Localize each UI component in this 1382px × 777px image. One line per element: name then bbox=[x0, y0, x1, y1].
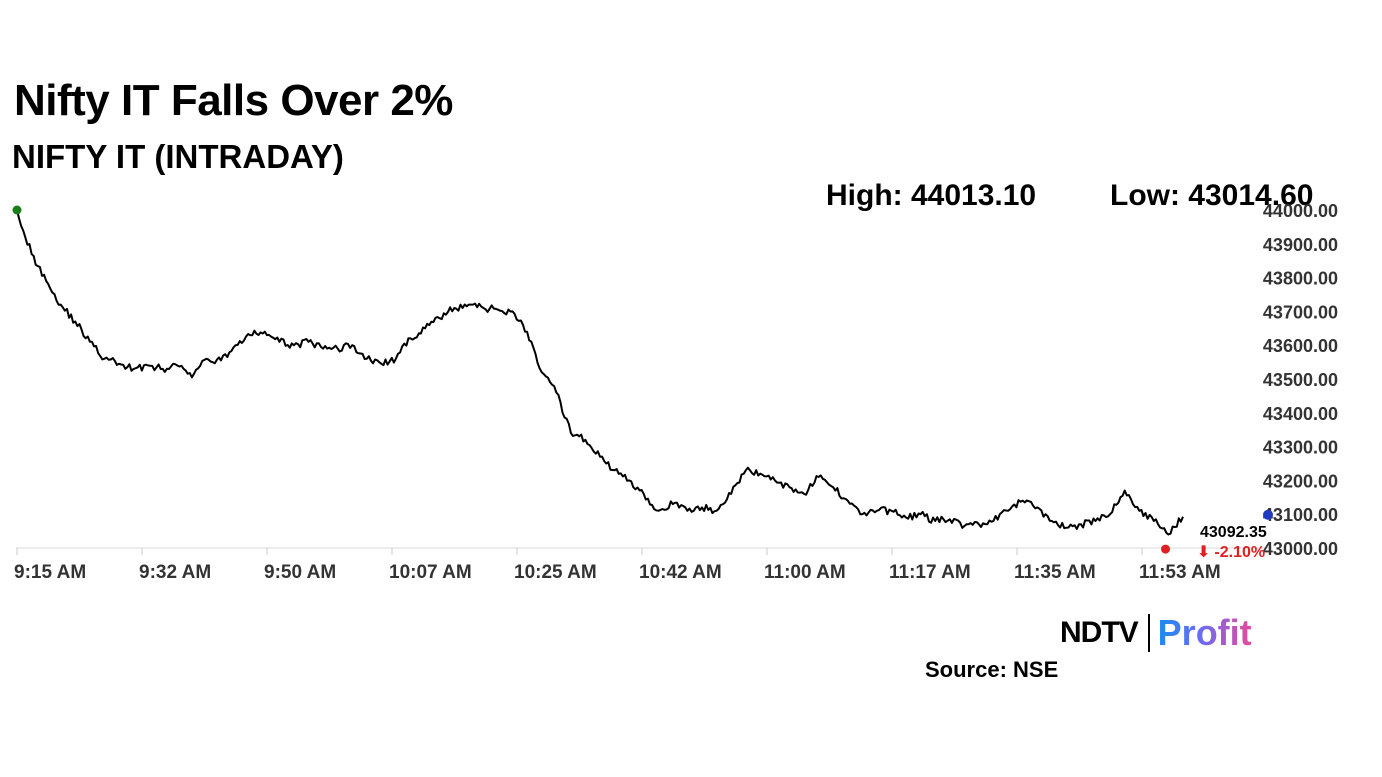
down-arrow-icon: ⬇ bbox=[1197, 544, 1210, 561]
y-tick-label: 43900.00 bbox=[1263, 235, 1338, 255]
y-tick-label: 43200.00 bbox=[1263, 471, 1338, 491]
y-axis: 44000.00 43900.00 43800.00 43700.00 43600.00… bbox=[1263, 201, 1338, 559]
price-line bbox=[16, 209, 1184, 536]
chart-subtitle: NIFTY IT (INTRADAY) bbox=[12, 138, 344, 175]
y-tick-label: 43600.00 bbox=[1263, 336, 1338, 356]
y-tick-label: 43400.00 bbox=[1263, 404, 1338, 424]
brand-profit: Profit bbox=[1157, 612, 1252, 653]
change-label: ⬇ -2.10% bbox=[1197, 544, 1265, 561]
high-value: High: 44013.10 bbox=[826, 179, 1037, 212]
y-tick-label: 43700.00 bbox=[1263, 302, 1338, 322]
low-value: Low: 43014.60 bbox=[1110, 179, 1314, 212]
x-tick-label: 9:15 AM bbox=[14, 562, 86, 583]
y-tick-label: 43100.00 bbox=[1263, 505, 1338, 525]
x-tick-label: 9:50 AM bbox=[264, 562, 336, 583]
open-marker bbox=[12, 205, 22, 215]
y-tick-label: 43800.00 bbox=[1263, 269, 1338, 289]
x-axis: 9:15 AM 9:32 AM 9:50 AM 10:07 AM 10:25 AM 10:… bbox=[14, 548, 1221, 583]
x-tick-label: 9:32 AM bbox=[139, 562, 211, 583]
low-marker bbox=[1161, 544, 1171, 554]
x-tick-label: 11:00 AM bbox=[764, 562, 846, 583]
y-tick-label: 43500.00 bbox=[1263, 370, 1338, 390]
x-tick-label: 10:25 AM bbox=[514, 562, 597, 583]
source-note: Source: NSE bbox=[925, 657, 1059, 682]
headline: Nifty IT Falls Over 2% bbox=[14, 76, 453, 125]
close-marker bbox=[1263, 509, 1273, 520]
x-tick-label: 11:53 AM bbox=[1139, 562, 1221, 583]
x-tick-label: 11:17 AM bbox=[889, 562, 971, 583]
x-tick-label: 10:07 AM bbox=[389, 562, 472, 583]
y-tick-label: 43300.00 bbox=[1263, 438, 1338, 458]
brand-ndtv: NDTV bbox=[1060, 616, 1139, 649]
brand-separator bbox=[1147, 614, 1150, 652]
intraday-chart: 9:15 AM 9:32 AM 9:50 AM 10:07 AM 10:25 AM 10:… bbox=[12, 201, 1338, 583]
y-tick-label: 44000.00 bbox=[1263, 201, 1338, 221]
x-tick-label: 11:35 AM bbox=[1014, 562, 1096, 583]
ndtv-profit-logo: NDTV Profit bbox=[1060, 612, 1252, 654]
last-value-label: 43092.35 bbox=[1200, 524, 1267, 541]
x-tick-label: 10:42 AM bbox=[639, 562, 722, 583]
y-tick-label: 43000.00 bbox=[1263, 539, 1338, 559]
